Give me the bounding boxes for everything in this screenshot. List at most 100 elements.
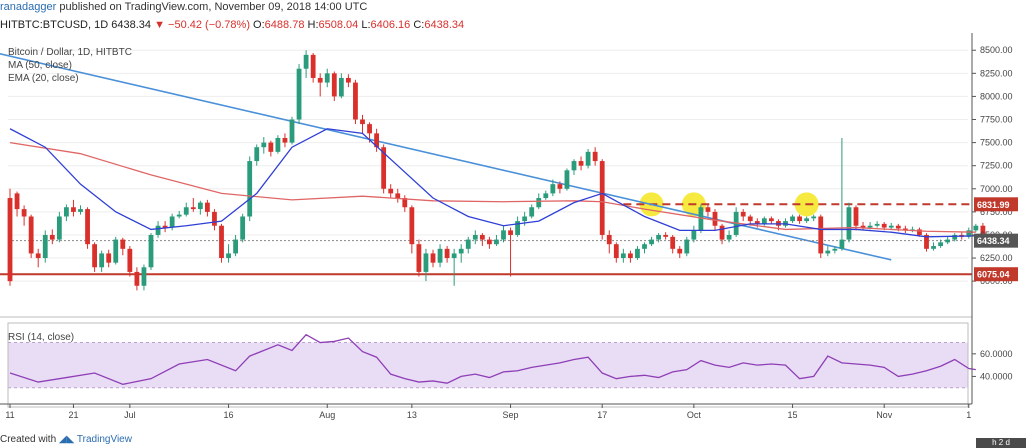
candle-body <box>515 221 520 235</box>
candle-body <box>56 216 62 240</box>
candle-body <box>205 202 210 212</box>
candle-body <box>522 216 528 222</box>
candle-body <box>804 218 810 222</box>
price-badge-label: 6438.34 <box>977 236 1010 246</box>
chart-area[interactable]: 8500.00 8250.00 8000.00 7750.00 7500.00 7250.… <box>0 33 1027 436</box>
low-label: L: <box>361 19 371 31</box>
time-tick-label: 13 <box>407 410 417 420</box>
candle-body <box>78 209 83 212</box>
author-link[interactable]: ranadagger <box>0 1 57 13</box>
candle-body <box>338 77 344 97</box>
candle-body <box>458 248 464 254</box>
candle-body <box>818 216 824 254</box>
candle-body <box>550 184 556 194</box>
price-chart-svg[interactable]: 8500.00 8250.00 8000.00 7750.00 7500.00 7250.… <box>0 33 1027 431</box>
candle-body <box>303 54 309 69</box>
candle-body <box>324 73 330 83</box>
legend-ma: MA (50, close) <box>8 60 72 71</box>
candle-body <box>212 211 217 226</box>
candle-body <box>691 230 697 240</box>
rsi-band <box>8 342 968 388</box>
candle-body <box>148 234 154 268</box>
rsi-tick-label: 40.0000 <box>980 371 1013 381</box>
candle-body <box>197 202 203 210</box>
candle-body <box>726 234 732 240</box>
candle-body <box>183 207 189 215</box>
candle-body <box>839 239 845 249</box>
candle-body <box>980 225 986 235</box>
candle-body <box>162 225 168 228</box>
candle-body <box>620 253 626 259</box>
candle-body <box>113 239 119 263</box>
candle-body <box>931 246 936 249</box>
candle-body <box>472 234 478 240</box>
legend-title: Bitcoin / Dollar, 1D, HITBTC <box>8 47 132 58</box>
published-text: published on TradingView.com, November 0… <box>56 1 368 13</box>
candle-body <box>571 161 577 171</box>
candle-body <box>381 147 387 189</box>
low-value: 6406.16 <box>370 19 411 31</box>
candle-body <box>7 198 13 282</box>
candle-body <box>888 225 894 228</box>
price-tick-label: 6750.00 <box>980 207 1013 217</box>
candle-body <box>465 239 471 249</box>
candle-body <box>832 248 838 251</box>
price-badge-label: 6831.99 <box>977 200 1010 210</box>
high-value: 6508.04 <box>318 19 359 31</box>
indicator-lines <box>9 128 976 385</box>
candles <box>7 50 993 291</box>
candle-body <box>444 248 450 259</box>
candle-body <box>917 229 922 235</box>
candle-body <box>247 161 253 217</box>
candle-body <box>825 250 831 254</box>
candle-body <box>282 137 288 143</box>
candle-body <box>924 234 929 249</box>
candle-body <box>233 239 238 254</box>
candle-body <box>719 225 725 240</box>
corner-badge: h 2 d <box>976 438 1026 448</box>
candle-body <box>353 82 358 120</box>
candle-body <box>508 230 513 235</box>
candle-body <box>190 207 196 210</box>
candle-body <box>529 207 535 217</box>
candle-body <box>479 234 485 240</box>
time-tick-label: 21 <box>68 410 78 420</box>
candle-body <box>64 207 69 217</box>
candle-body <box>811 216 817 219</box>
price-badge <box>974 233 1018 248</box>
candle-body <box>670 236 676 249</box>
candle-body <box>35 253 41 259</box>
price-tick-label: 7750.00 <box>980 115 1013 125</box>
time-tick-label: Jul <box>124 410 136 420</box>
candle-body <box>487 239 492 245</box>
price-badge-label: 6075.04 <box>977 270 1010 280</box>
candle-body <box>85 209 90 245</box>
candle-body <box>275 137 281 152</box>
rsi-tick-label: 60.0000 <box>980 349 1013 359</box>
down-arrow-icon: ▼ <box>154 19 165 31</box>
candle-body <box>966 230 972 237</box>
price-tick-label: 6250.00 <box>980 253 1013 263</box>
grid-layer <box>0 49 972 408</box>
candle-body <box>952 234 958 240</box>
candle-body <box>613 244 619 259</box>
candle-body <box>402 198 408 208</box>
candle-body <box>120 239 126 249</box>
legend-rsi: RSI (14, close) <box>8 332 74 343</box>
candle-body <box>790 216 795 222</box>
tradingview-brand[interactable]: TradingView <box>76 434 132 445</box>
price-badge <box>974 267 1018 282</box>
candle-body <box>635 248 640 259</box>
candle-body <box>367 124 372 134</box>
open-label: O: <box>253 19 265 31</box>
candle-body <box>254 147 260 162</box>
candle-body <box>14 193 20 210</box>
candle-body <box>684 239 690 254</box>
candle-body <box>226 253 231 259</box>
price-badge <box>974 197 1018 212</box>
candle-body <box>155 225 161 235</box>
time-tick-label: 15 <box>788 410 798 420</box>
price-tick-label: 7250.00 <box>980 161 1013 171</box>
candle-body <box>649 239 654 245</box>
last-price: 6438.34 <box>111 19 152 31</box>
